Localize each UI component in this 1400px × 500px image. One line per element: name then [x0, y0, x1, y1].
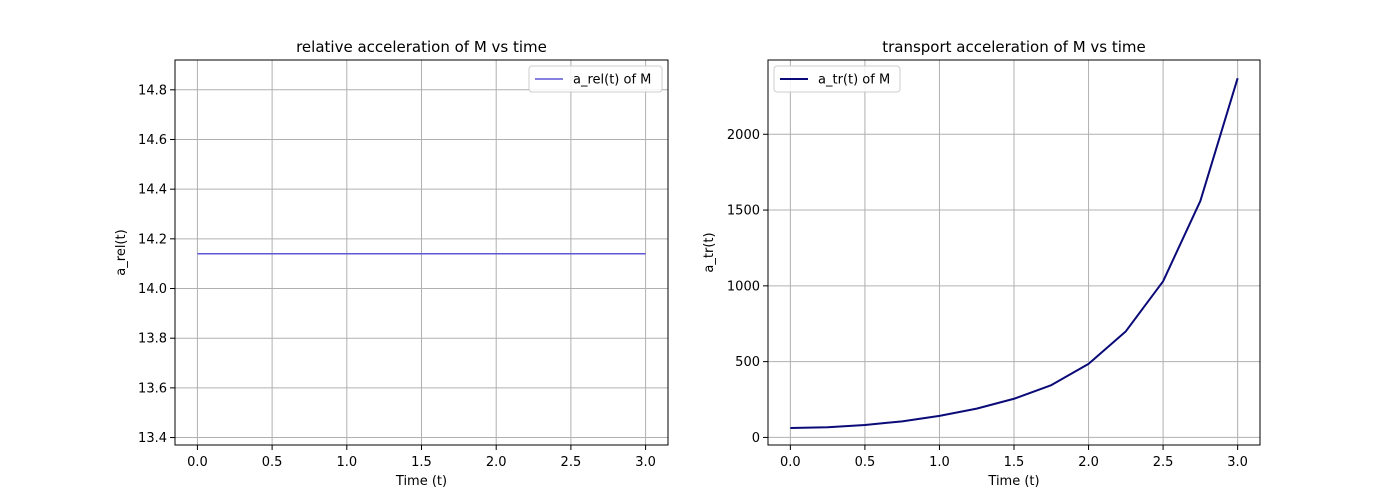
x-tick-label: 2.0	[1078, 455, 1099, 470]
y-tick-label: 13.6	[138, 381, 167, 396]
y-tick-label: 13.4	[138, 431, 167, 446]
x-tick-label: 2.5	[561, 455, 582, 470]
legend-box	[773, 65, 901, 93]
y-tick-label: 1500	[727, 204, 760, 219]
x-tick-label: 2.5	[1153, 455, 1174, 470]
x-tick-label: 0.5	[262, 455, 283, 470]
chart-relative-acceleration: 0.0 0.5 1.0 1.5 2.0 2.5 3.0 13.4 13.6 13.8 14.0 14.…	[114, 38, 669, 489]
x-tick-label: 0.5	[855, 455, 876, 470]
y-axis-label: a_rel(t)	[114, 229, 129, 275]
y-tick-label: 14.2	[138, 232, 167, 247]
y-tick-label: 14.8	[138, 83, 167, 98]
x-tick-label: 1.5	[1004, 455, 1025, 470]
x-axis-label: Time (t)	[395, 474, 447, 489]
chart-title: relative acceleration of M vs time	[296, 38, 547, 56]
x-tick-label: 1.0	[929, 455, 950, 470]
legend-box	[528, 65, 663, 93]
y-tick-label: 2000	[727, 128, 760, 143]
legend: a_rel(t) of M	[528, 65, 663, 93]
x-axis-label: Time (t)	[987, 474, 1039, 489]
chart-title: transport acceleration of M vs time	[882, 38, 1146, 56]
y-tick-label: 13.8	[138, 332, 167, 347]
x-tick-label: 2.0	[486, 455, 507, 470]
x-tick-label: 3.0	[635, 455, 656, 470]
x-tick-label: 3.0	[1227, 455, 1248, 470]
y-tick-label: 14.0	[138, 282, 167, 297]
legend-label: a_tr(t) of M	[818, 73, 890, 88]
chart-transport-acceleration: 0.0 0.5 1.0 1.5 2.0 2.5 3.0 0 500 1000 1500 2000 tra…	[702, 38, 1261, 489]
x-tick-label: 0.0	[187, 455, 208, 470]
y-axis-label: a_tr(t)	[702, 232, 717, 272]
y-tick-label: 0	[752, 431, 760, 446]
x-tick-label: 0.0	[780, 455, 801, 470]
x-tick-label: 1.5	[411, 455, 432, 470]
series-line	[790, 77, 1239, 430]
y-tick-label: 14.4	[138, 183, 167, 198]
y-tick-label: 500	[735, 355, 760, 370]
y-tick-label: 14.6	[138, 133, 167, 148]
legend-label: a_rel(t) of M	[573, 73, 651, 88]
x-tick-label: 1.0	[336, 455, 357, 470]
legend: a_tr(t) of M	[773, 65, 901, 93]
y-tick-label: 1000	[727, 279, 760, 294]
